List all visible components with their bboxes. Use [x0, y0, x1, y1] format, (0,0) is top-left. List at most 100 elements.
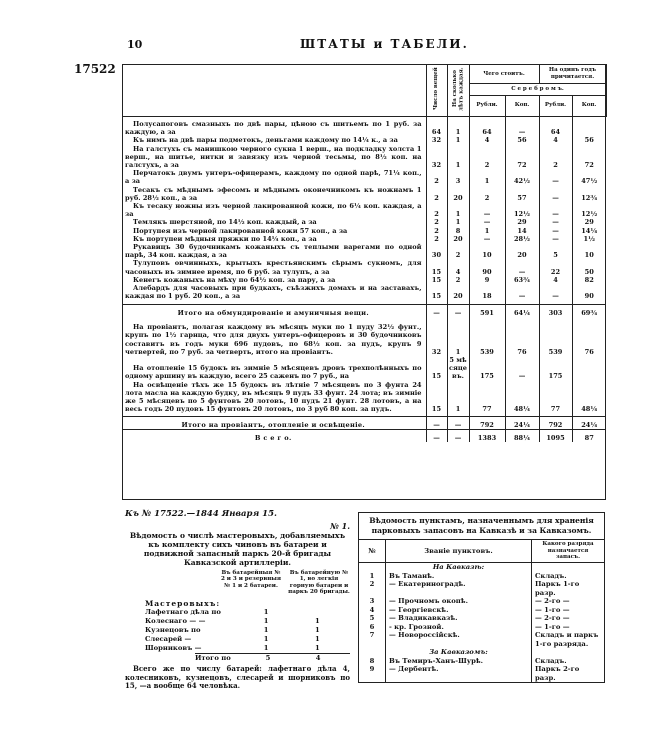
description-text: Къ портупеи мѣдныя пряжки по 14¼ коп., а…	[133, 234, 317, 243]
blank-cell	[359, 648, 386, 657]
cell-count: 2	[425, 234, 447, 244]
row-description: Темлякъ шерстяной, по 14½ коп. каждый, а…	[122, 218, 426, 226]
table-row: Кенегъ кожаныхъ на мѣху по 64½ коп. за п…	[122, 275, 607, 285]
masters-label: Шорниковъ —	[145, 644, 202, 653]
depot-name: - кр. Грозной.	[389, 622, 444, 631]
cell-rub: 10	[468, 243, 505, 260]
table-row: Тесакъ съ мѣднымъ эфесомъ и мѣднымъ окон…	[122, 185, 607, 203]
depot-no: 4	[359, 605, 386, 614]
cell-ykop: 69¾	[571, 303, 607, 318]
spacer-cell	[538, 300, 572, 305]
cell-rub: 539	[468, 323, 505, 356]
header-name: Званіе пунктовъ.	[385, 540, 532, 563]
cell-ykop: 56	[571, 136, 607, 145]
cell-ykop: 72	[571, 144, 607, 170]
depot-grade: Складъ и паркъ 1-го разряда.	[531, 631, 604, 648]
description-text: Темлякъ шерстяной, по 14½ коп. каждый, а…	[133, 218, 317, 227]
cell-kop: 20	[504, 243, 539, 260]
spacer-cell	[425, 116, 447, 120]
description-text: Тулуповъ овчинныхъ, крытыхъ крестьянским…	[125, 259, 422, 276]
spacer	[122, 116, 607, 120]
cell-ykop: 29	[571, 218, 607, 227]
cell-kop: 42½	[504, 169, 539, 186]
cell-yrub: 5	[538, 243, 572, 260]
depot-row: 5— Владикавказѣ. — 2-го —	[359, 614, 604, 623]
cell-count: —	[425, 415, 447, 430]
total-row: Итого по 5 4	[195, 653, 350, 663]
depot-no: 7	[359, 631, 386, 648]
cell-ykop: 82	[571, 275, 607, 285]
document-number: 17522	[74, 62, 116, 76]
cell-years: 1	[446, 380, 469, 414]
depots-title: Вѣдомость пунктамъ, назначеннымъ для хра…	[359, 513, 604, 540]
section-label: Мастеровыхъ:	[145, 598, 221, 608]
description-text: Къ нимъ на двѣ пары подметокъ, деньгами …	[133, 136, 398, 145]
cell-kop: 72	[504, 144, 539, 170]
row-description: Тулуповъ овчинныхъ, крытыхъ крестьянским…	[122, 259, 426, 275]
cell-rub: 18	[468, 284, 505, 301]
column-header-2: Въ батарейную № 1, во легкія горную бата…	[288, 569, 350, 596]
depot-name: — Дербентѣ.	[389, 665, 439, 673]
appendix-number: № 1.	[330, 521, 350, 532]
masters-row: Лафетнаго дѣла по 1	[145, 608, 350, 617]
depot-row: 1 Въ Таманѣ. Складъ.	[359, 571, 604, 580]
description-text: Тесакъ съ мѣднымъ эфесомъ и мѣднымъ окон…	[125, 185, 422, 202]
depot-no: 6	[359, 622, 386, 631]
spacer-cell	[425, 413, 447, 417]
header-count: Число вещей	[425, 64, 448, 117]
cell-kop: 76	[504, 323, 539, 356]
spacer-cell	[446, 116, 469, 120]
cell-kop: 64¼	[504, 303, 539, 318]
total-row: В с е г о. — —1383 88¼ 1095 87	[122, 429, 607, 443]
spacer-cell	[446, 300, 469, 305]
cell-kop: 48¼	[504, 380, 539, 414]
cell-count: 15	[425, 259, 447, 276]
cell-years: 2	[446, 275, 469, 285]
depot-row: 8 Въ Темиръ-Ханъ-Шурѣ. Складъ.	[359, 656, 604, 665]
cell-count: 32	[425, 323, 447, 356]
cell-years: 3	[446, 169, 469, 186]
cell-ykop: 24¼	[571, 415, 607, 430]
spacer-cell	[468, 317, 505, 324]
header-no: №	[359, 540, 386, 563]
cell-count: 15	[425, 275, 447, 285]
row-description: Портупея изъ черной лакированной кожи 57…	[122, 227, 426, 235]
masters-b: 1	[315, 635, 320, 644]
spacer-cell	[571, 413, 607, 417]
cell-kop: —	[504, 259, 539, 276]
spacer	[122, 300, 607, 305]
cell-rub: 175	[468, 355, 505, 381]
description-text: На галстухъ съ манишкою черного сукна 1 …	[125, 144, 422, 170]
row-description: Къ тесаку ножны изъ черной лакированной …	[122, 202, 426, 218]
header-silver: С е р е б р о м ъ.	[468, 82, 607, 96]
row-description: На провіантъ, полагая каждому въ мѣсяцъ …	[122, 323, 426, 356]
header-rub2: Рубли.	[538, 94, 573, 117]
spacer-cell	[468, 300, 505, 305]
description-text: Портупея изъ черной лакированной кожи 57…	[133, 226, 348, 235]
depot-grade: Складъ.	[531, 656, 604, 665]
cell-count: 15	[425, 380, 447, 414]
cell-count: 2	[425, 202, 447, 219]
depot-grade: — 1-го —	[531, 605, 604, 614]
spacer-cell	[571, 317, 607, 324]
masters-b	[285, 608, 350, 617]
running-title: ШТАТЫ и ТАБЕЛИ.	[300, 37, 469, 51]
cell-yrub: 1095	[538, 429, 572, 443]
spacer-cell	[504, 317, 539, 324]
cell-ykop: 48¼	[571, 380, 607, 414]
cell-years: 20	[446, 234, 469, 244]
cell-count: —	[425, 429, 447, 443]
spacer	[122, 413, 607, 417]
cell-ykop: 90	[571, 284, 607, 301]
cell-kop: 63¾	[504, 275, 539, 285]
description-text: На отопленіе 15 будокъ въ зимніе 5 мѣсяц…	[125, 364, 422, 381]
row-description: Къ портупеи мѣдныя пряжки по 14¼ коп., а…	[122, 235, 426, 243]
cell-yrub: 175	[538, 355, 572, 381]
appendix-masters: Къ № 17522.—1844 Января 15. № 1. Вѣдомос…	[125, 510, 350, 690]
appendix-title: Вѣдомость о числѣ мастеровыхъ, добавляем…	[129, 530, 346, 567]
description-text: Итого на провіантъ, отопленіе и освѣщені…	[181, 420, 366, 429]
cell-kop: 29	[504, 218, 539, 227]
spacer-cell	[538, 317, 572, 324]
cell-yrub: 22	[538, 259, 572, 276]
cell-yrub: 4	[538, 136, 572, 145]
